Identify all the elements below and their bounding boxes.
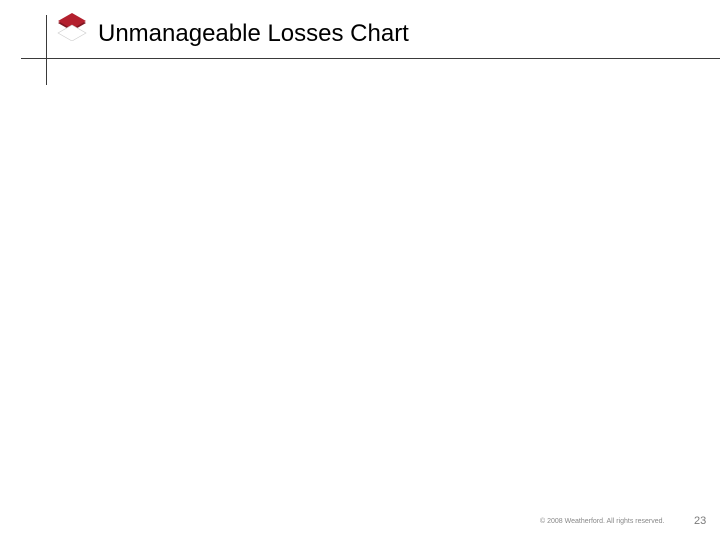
slide-title: Unmanageable Losses Chart: [98, 20, 409, 48]
footer-copyright: © 2008 Weatherford. All rights reserved.: [540, 518, 664, 525]
brand-logo-svg: [56, 13, 88, 41]
logo-bottom-face: [58, 25, 86, 41]
slide: Unmanageable Losses Chart © 2008 Weather…: [0, 0, 720, 540]
header-vertical-rule: [46, 15, 47, 85]
footer-page-number: 23: [694, 515, 706, 527]
header-horizontal-rule: [21, 58, 720, 59]
brand-logo-icon: [56, 13, 88, 41]
